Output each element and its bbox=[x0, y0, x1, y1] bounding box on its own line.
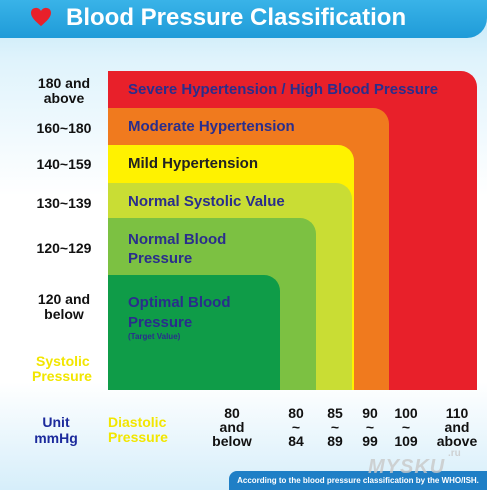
diastolic-tick-80-below: 80 and below bbox=[212, 405, 252, 449]
heart-icon bbox=[31, 7, 51, 27]
diastolic-tick-110-above: 110 and above bbox=[436, 405, 478, 449]
diastolic-tick-90-99: 90 ~ 99 bbox=[362, 405, 378, 449]
diastolic-tick-80-84: 80 ~ 84 bbox=[288, 405, 304, 449]
category-label-normal-line2: Pressure bbox=[128, 250, 193, 267]
watermark: MYSKU bbox=[368, 456, 446, 478]
row-label-160: 160~180 bbox=[36, 120, 92, 136]
diastolic-axis-label-line2: Pressure bbox=[108, 429, 168, 445]
watermark-suffix: .ru bbox=[448, 448, 461, 459]
band-optimal bbox=[108, 275, 280, 390]
row-label-130: 130~139 bbox=[36, 195, 92, 211]
category-label-normal-line1: Normal Blood bbox=[128, 231, 227, 248]
category-label-mild: Mild Hypertension bbox=[128, 155, 259, 172]
footer-note: According to the blood pressure classifi… bbox=[229, 471, 487, 490]
systolic-axis-label-line1: Systolic bbox=[36, 353, 90, 369]
row-label-120: 120~129 bbox=[36, 240, 92, 256]
diastolic-axis-label-line1: Diastolic bbox=[108, 414, 167, 430]
row-label-180-line2: above bbox=[43, 90, 85, 106]
category-label-moderate: Moderate Hypertension bbox=[128, 118, 295, 135]
category-label-severe: Severe Hypertension / High Blood Pressur… bbox=[128, 81, 439, 98]
page-title: Blood Pressure Classification bbox=[66, 4, 407, 31]
systolic-axis-label-line2: Pressure bbox=[32, 368, 92, 384]
category-note-optimal: (Target Value) bbox=[128, 332, 181, 341]
title-banner: Blood Pressure Classification bbox=[0, 0, 487, 38]
row-label-180-line1: 180 and bbox=[37, 75, 91, 91]
unit-label-line1: Unit bbox=[42, 414, 70, 430]
diastolic-tick-100-109: 100 ~ 109 bbox=[394, 405, 418, 449]
category-label-normal-systolic: Normal Systolic Value bbox=[128, 193, 285, 210]
category-label-optimal-line2: Pressure bbox=[128, 314, 193, 331]
row-label-below-line2: below bbox=[44, 306, 84, 322]
row-label-140: 140~159 bbox=[36, 156, 92, 172]
row-label-below-line1: 120 and bbox=[37, 291, 91, 307]
diastolic-tick-85-89: 85 ~ 89 bbox=[327, 405, 343, 449]
category-label-optimal-line1: Optimal Blood bbox=[128, 294, 231, 311]
unit-label-line2: mmHg bbox=[34, 430, 78, 446]
